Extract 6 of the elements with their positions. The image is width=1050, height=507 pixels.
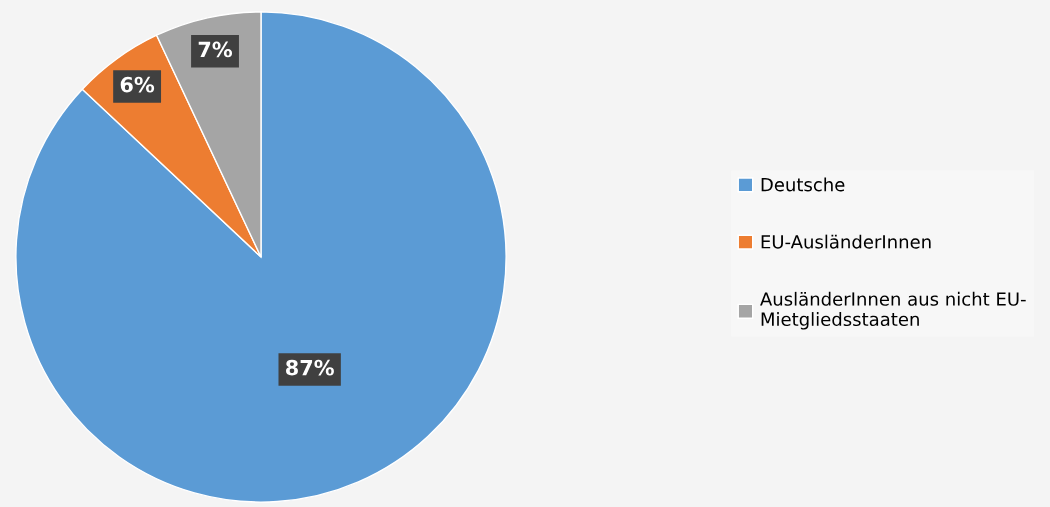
legend-label: EU-AusländerInnen	[761, 234, 931, 249]
legend-label: AusländerInnen aus nicht EU- Mietgliedsstaaten	[760, 291, 1026, 330]
data-label: 7%	[198, 41, 233, 58]
data-label: 6%	[120, 76, 155, 93]
legend-label: Deutsche	[761, 177, 845, 192]
data-label: 87%	[286, 359, 334, 376]
